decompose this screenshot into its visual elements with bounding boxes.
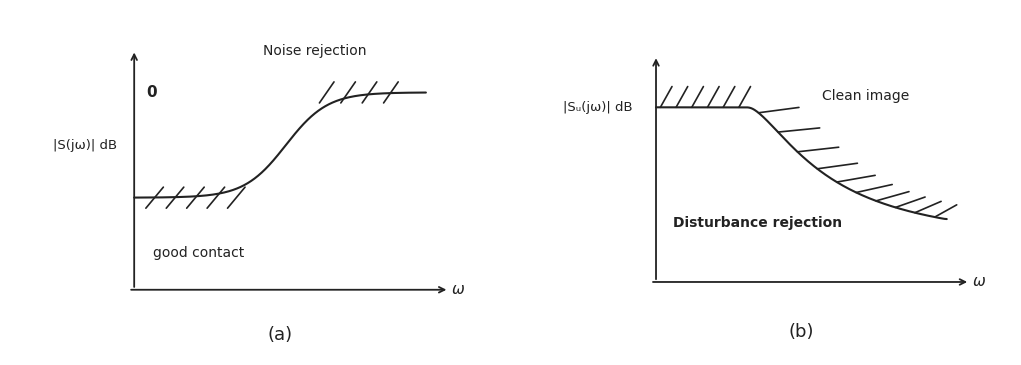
Text: ω: ω	[973, 274, 985, 289]
Text: 0: 0	[146, 85, 156, 100]
Text: ω: ω	[452, 282, 465, 297]
Text: |S(jω)| dB: |S(jω)| dB	[52, 139, 116, 151]
Text: |Sᵤ(jω)| dB: |Sᵤ(jω)| dB	[563, 101, 633, 114]
Text: good contact: good contact	[153, 246, 244, 260]
Text: Noise rejection: Noise rejection	[263, 44, 367, 58]
Text: (b): (b)	[788, 323, 814, 341]
Text: (a): (a)	[268, 326, 293, 344]
Text: Disturbance rejection: Disturbance rejection	[673, 216, 842, 230]
Text: Clean image: Clean image	[822, 89, 909, 103]
